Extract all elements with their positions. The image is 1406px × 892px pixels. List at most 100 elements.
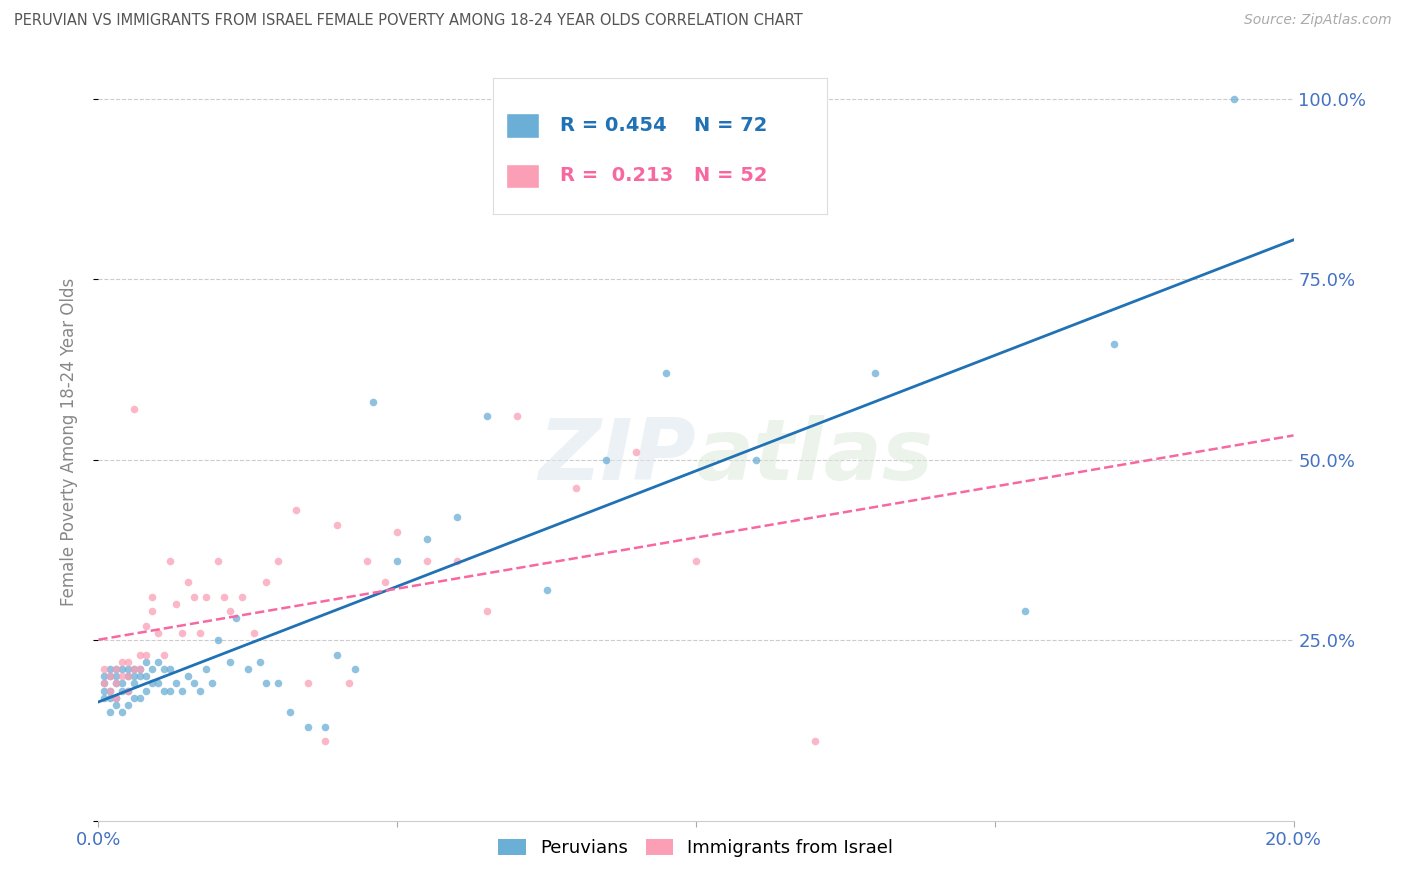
- Point: [153, 683, 176, 698]
- Point: [124, 690, 146, 705]
- Point: [105, 662, 128, 676]
- Point: [1104, 337, 1126, 351]
- Point: [446, 554, 468, 568]
- Point: [124, 669, 146, 683]
- Point: [172, 626, 194, 640]
- Point: [93, 690, 115, 705]
- Point: [236, 662, 259, 676]
- Text: PERUVIAN VS IMMIGRANTS FROM ISRAEL FEMALE POVERTY AMONG 18-24 YEAR OLDS CORRELAT: PERUVIAN VS IMMIGRANTS FROM ISRAEL FEMAL…: [14, 13, 803, 29]
- Legend: Peruvians, Immigrants from Israel: Peruvians, Immigrants from Israel: [491, 832, 901, 864]
- Point: [374, 575, 396, 590]
- Text: atlas: atlas: [696, 415, 934, 499]
- Point: [129, 669, 152, 683]
- Point: [183, 676, 205, 690]
- Point: [153, 662, 176, 676]
- Point: [172, 683, 194, 698]
- Point: [105, 698, 128, 712]
- Point: [105, 690, 128, 705]
- Point: [111, 683, 134, 698]
- Point: [93, 662, 115, 676]
- Point: [111, 655, 134, 669]
- Point: [153, 648, 176, 662]
- Point: [105, 690, 128, 705]
- Point: [135, 648, 157, 662]
- Y-axis label: Female Poverty Among 18-24 Year Olds: Female Poverty Among 18-24 Year Olds: [59, 277, 77, 606]
- Point: [159, 554, 181, 568]
- Point: [141, 676, 163, 690]
- Point: [745, 452, 768, 467]
- Point: [344, 662, 367, 676]
- Point: [129, 648, 152, 662]
- Point: [111, 669, 134, 683]
- Point: [326, 648, 349, 662]
- Point: [165, 676, 187, 690]
- Point: [326, 517, 349, 532]
- Text: Source: ZipAtlas.com: Source: ZipAtlas.com: [1244, 13, 1392, 28]
- Point: [225, 611, 247, 625]
- Point: [93, 676, 115, 690]
- Point: [626, 445, 648, 459]
- Point: [98, 683, 122, 698]
- Point: [315, 720, 337, 734]
- Point: [536, 582, 558, 597]
- Point: [363, 394, 385, 409]
- Point: [416, 532, 439, 546]
- Point: [339, 676, 361, 690]
- Point: [177, 669, 200, 683]
- Point: [267, 554, 290, 568]
- Point: [1223, 91, 1246, 105]
- Point: [129, 662, 152, 676]
- Point: [124, 662, 146, 676]
- Point: [93, 683, 115, 698]
- Point: [207, 554, 229, 568]
- Point: [135, 669, 157, 683]
- Point: [129, 662, 152, 676]
- Point: [177, 575, 200, 590]
- Point: [195, 590, 218, 604]
- Point: [105, 662, 128, 676]
- Point: [159, 683, 181, 698]
- Point: [111, 676, 134, 690]
- Point: [124, 402, 146, 417]
- Point: [135, 618, 157, 632]
- Point: [117, 662, 139, 676]
- Point: [249, 655, 271, 669]
- Point: [117, 698, 139, 712]
- Point: [207, 633, 229, 648]
- Point: [297, 676, 319, 690]
- Point: [117, 655, 139, 669]
- Point: [165, 597, 187, 611]
- Point: [231, 590, 253, 604]
- Point: [105, 669, 128, 683]
- Point: [148, 626, 170, 640]
- Point: [188, 626, 211, 640]
- Point: [506, 409, 529, 424]
- Point: [98, 662, 122, 676]
- Text: ZIP: ZIP: [538, 415, 696, 499]
- Point: [219, 655, 242, 669]
- Point: [183, 590, 205, 604]
- Point: [98, 669, 122, 683]
- Point: [416, 554, 439, 568]
- Point: [148, 655, 170, 669]
- Point: [117, 683, 139, 698]
- Point: [117, 683, 139, 698]
- Point: [141, 590, 163, 604]
- Point: [129, 690, 152, 705]
- Point: [141, 604, 163, 618]
- Point: [135, 683, 157, 698]
- Point: [93, 669, 115, 683]
- Point: [254, 575, 277, 590]
- Point: [117, 669, 139, 683]
- Point: [267, 676, 290, 690]
- Point: [93, 676, 115, 690]
- Point: [254, 676, 277, 690]
- Point: [148, 676, 170, 690]
- Point: [685, 554, 707, 568]
- Point: [105, 676, 128, 690]
- Point: [98, 683, 122, 698]
- Point: [655, 366, 678, 380]
- Point: [124, 676, 146, 690]
- Point: [475, 604, 498, 618]
- Point: [98, 669, 122, 683]
